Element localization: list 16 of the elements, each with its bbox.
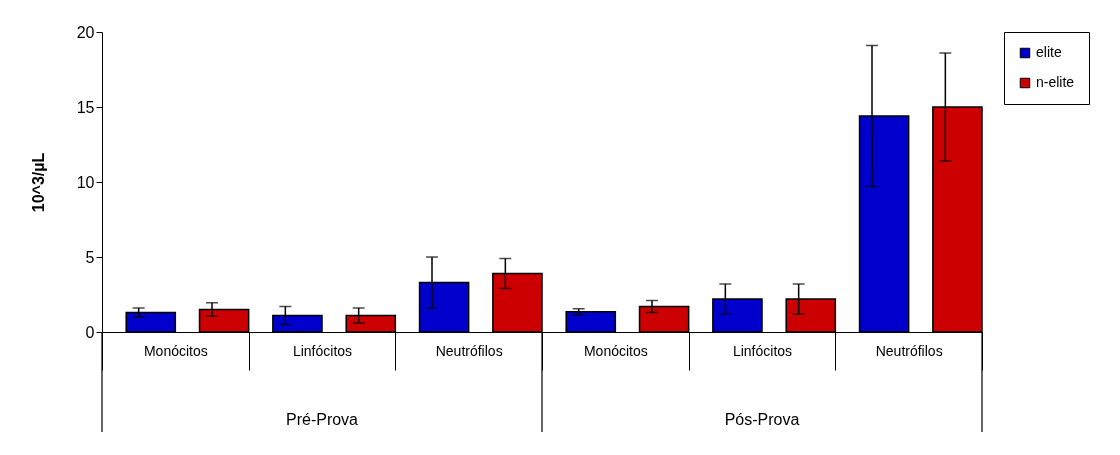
y-axis-title: 10^3/µL (29, 152, 47, 213)
text: Pré-Prova (285, 411, 359, 428)
text: Pós-Prova (724, 411, 800, 428)
x-tick-label: Neutrófilos (435, 342, 503, 359)
legend-label: n-elite (1036, 74, 1075, 90)
x-tick-label: Linfócitos (732, 342, 793, 359)
y-tick-label: 0 (85, 323, 95, 341)
y-tick-label: 15 (76, 98, 95, 116)
x-tick-label: Neutrófilos (875, 342, 943, 359)
y-tick-label: 5 (85, 248, 95, 266)
x-tick-label: Monócitos (143, 342, 208, 359)
legend-label: elite (1036, 44, 1062, 60)
y-tick-label: 20 (76, 23, 95, 41)
x-tick-label: Monócitos (583, 342, 648, 359)
y-tick-label: 10 (76, 173, 95, 191)
x-tick-label: Linfócitos (292, 342, 353, 359)
